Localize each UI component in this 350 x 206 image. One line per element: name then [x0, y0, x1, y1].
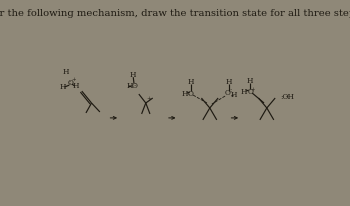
Text: H: H [72, 82, 79, 90]
Text: +: + [71, 77, 76, 82]
Text: H: H [182, 90, 188, 98]
Text: For the following mechanism, draw the transition state for all three steps.: For the following mechanism, draw the tr… [0, 9, 350, 18]
Text: H: H [247, 77, 253, 85]
Text: H: H [188, 78, 194, 86]
Text: H: H [126, 82, 133, 90]
Text: O: O [247, 88, 253, 96]
Text: O: O [68, 79, 74, 87]
Text: O: O [132, 82, 138, 90]
Text: +: + [146, 96, 151, 101]
Text: H: H [60, 83, 66, 91]
Text: H: H [130, 71, 136, 79]
Text: H: H [240, 88, 247, 96]
Text: -H: -H [285, 93, 294, 101]
Text: :: : [187, 89, 189, 97]
Text: :: : [133, 80, 135, 88]
Text: H: H [231, 91, 237, 99]
Text: :O: :O [280, 93, 288, 101]
Text: :: : [69, 78, 71, 86]
Text: :: : [229, 86, 231, 94]
Text: H: H [63, 68, 69, 76]
Text: H: H [225, 78, 232, 86]
Text: O: O [224, 89, 230, 97]
Text: O: O [188, 90, 194, 98]
Text: +: + [251, 87, 255, 92]
